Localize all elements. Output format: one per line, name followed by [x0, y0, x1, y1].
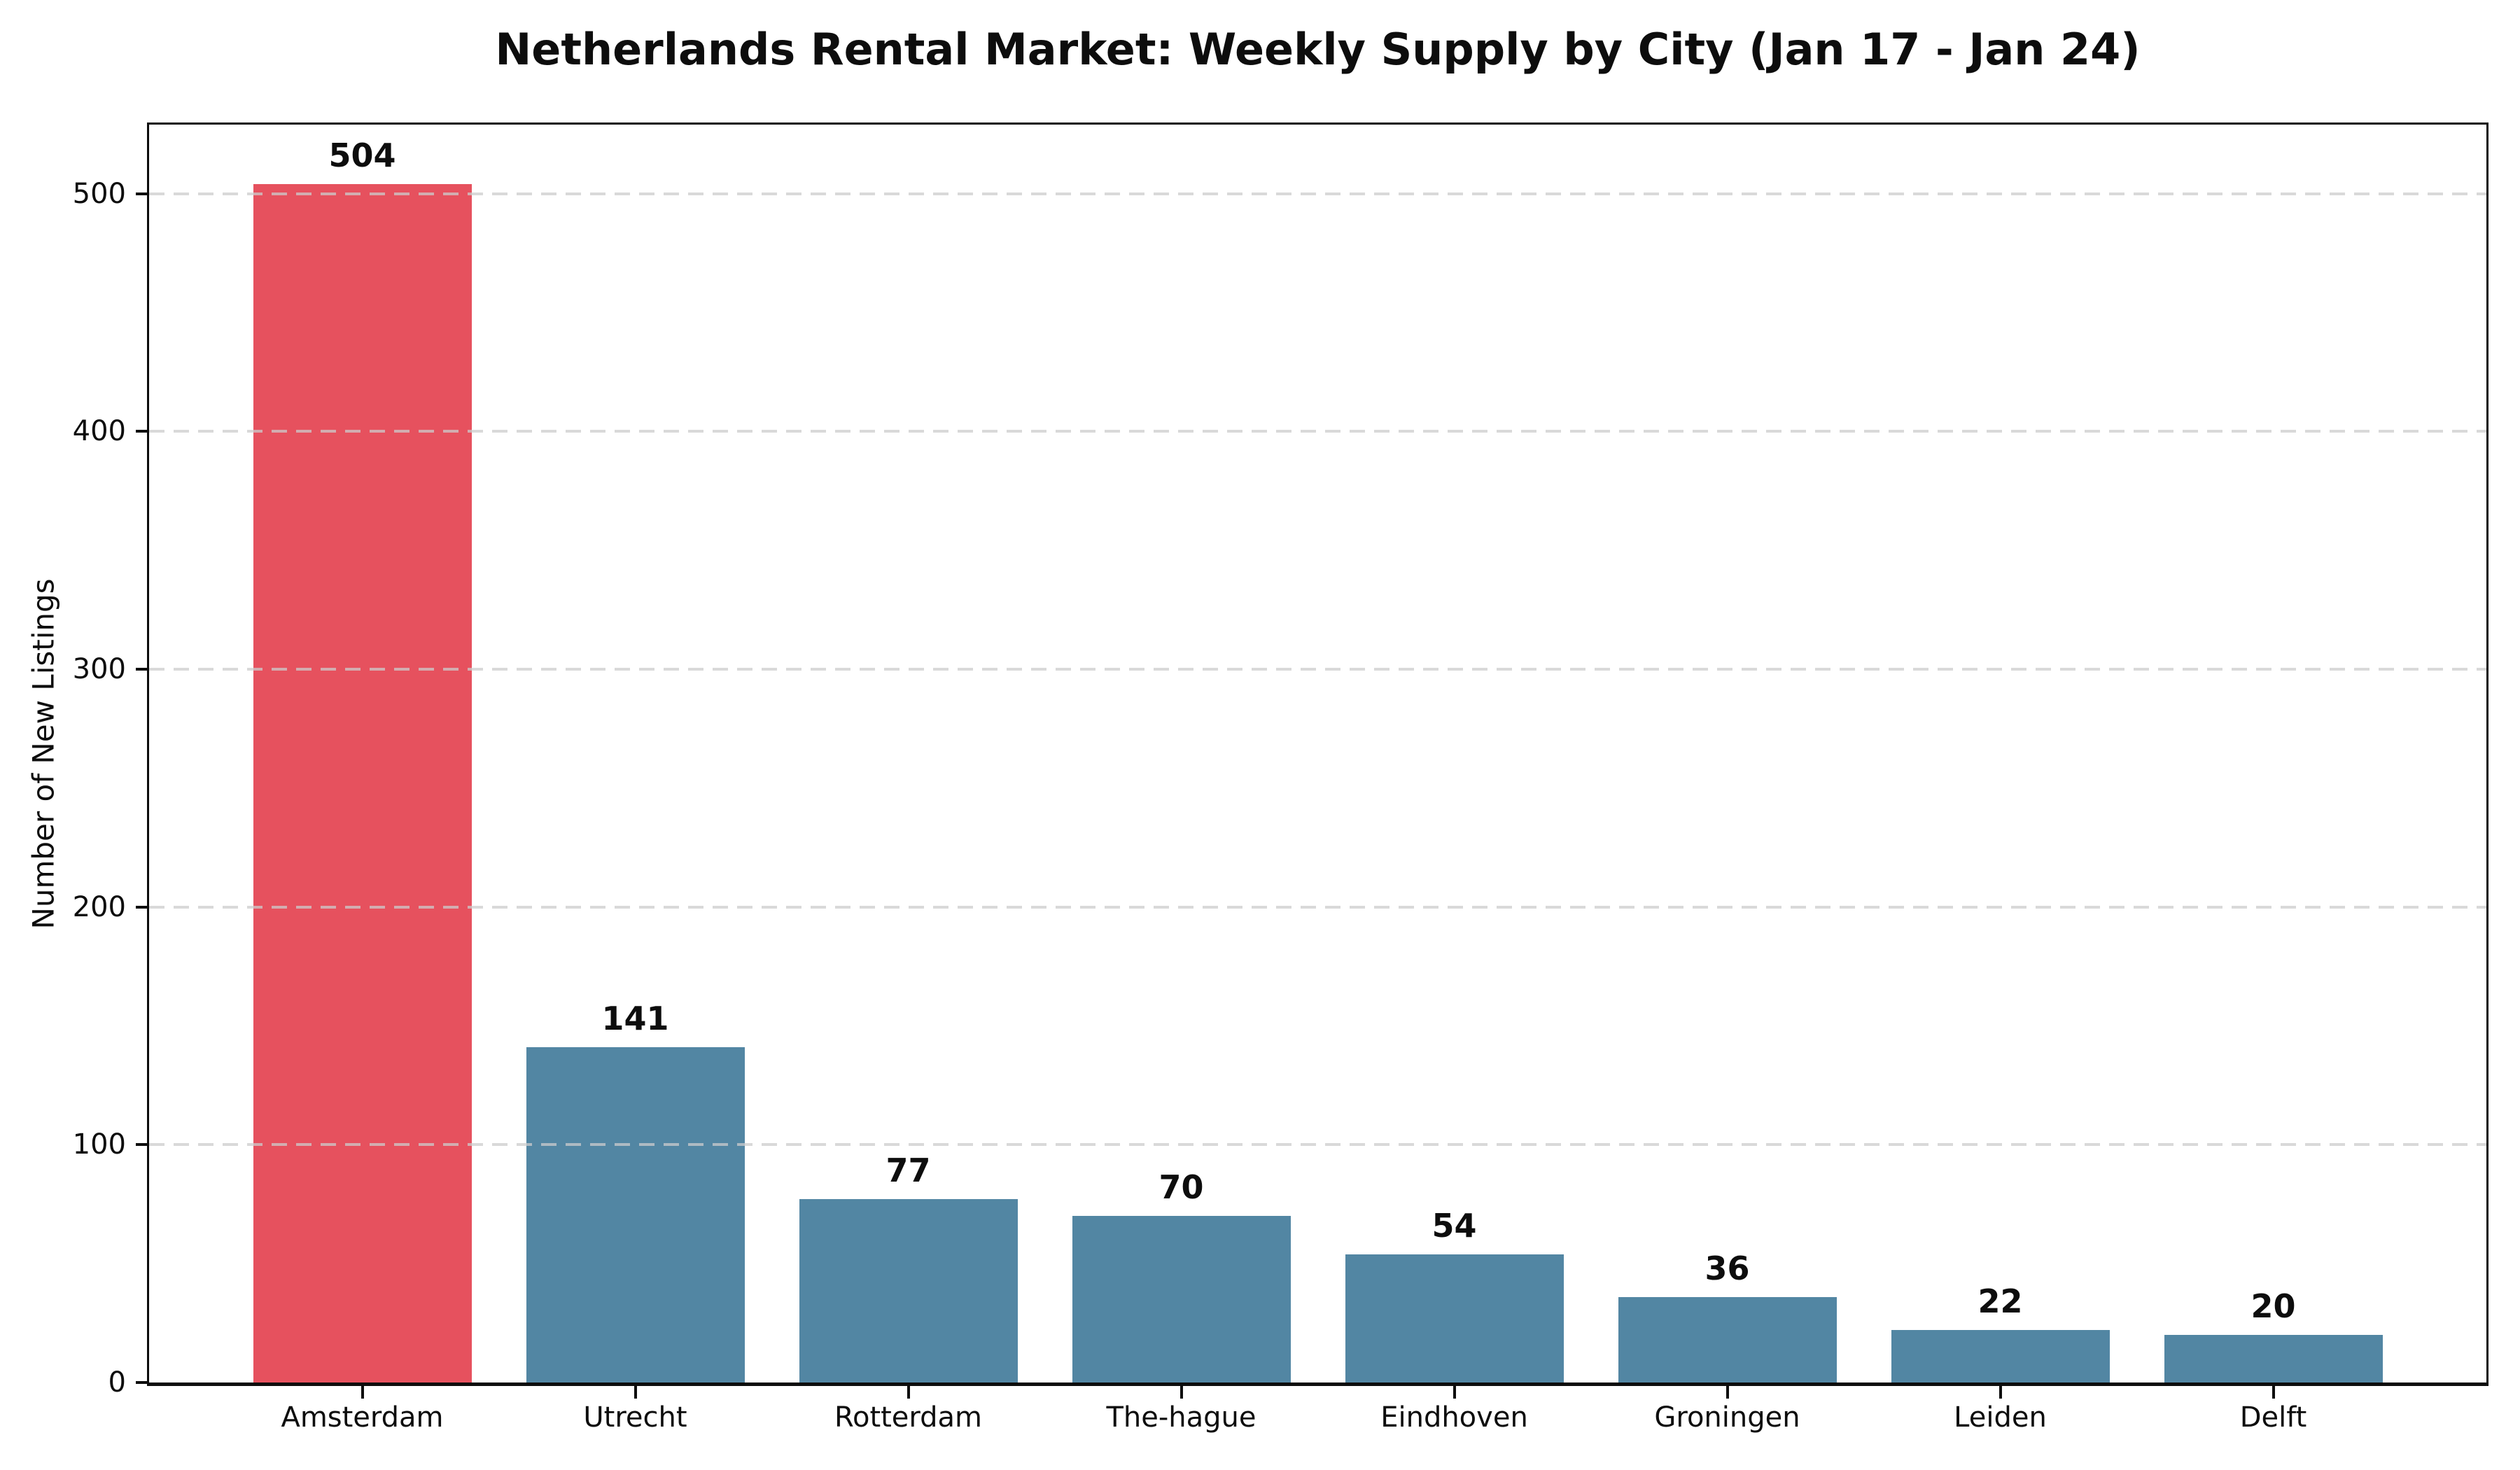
bar-value-delft: 20: [2250, 1287, 2296, 1326]
y-tick-mark-500: [136, 192, 147, 195]
x-tick-label-the-hague: The-hague: [1106, 1401, 1256, 1434]
bar-the-hague: [1072, 1216, 1291, 1382]
x-tick-mark-the-hague: [1180, 1386, 1183, 1399]
x-tick-mark-utrecht: [634, 1386, 637, 1399]
x-tick-label-utrecht: Utrecht: [583, 1401, 687, 1434]
gridline-y-300: [149, 667, 2486, 671]
gridline-y-500: [149, 192, 2486, 195]
x-tick-label-rotterdam: Rotterdam: [834, 1401, 983, 1434]
x-tick-mark-groningen: [1726, 1386, 1729, 1399]
bar-utrecht: [526, 1047, 745, 1382]
x-tick-mark-rotterdam: [906, 1386, 910, 1399]
bar-groningen: [1618, 1296, 1837, 1382]
x-tick-mark-leiden: [1998, 1386, 2002, 1399]
y-tick-label-200: 200: [72, 890, 126, 923]
bar-value-amsterdam: 504: [328, 136, 396, 174]
y-tick-label-300: 300: [72, 652, 126, 685]
bar-value-groningen: 36: [1704, 1249, 1750, 1287]
y-tick-label-500: 500: [72, 177, 126, 210]
bar-amsterdam: [253, 183, 472, 1382]
gridline-y-100: [149, 1143, 2486, 1147]
bar-value-leiden: 22: [1977, 1282, 2023, 1321]
bar-delft: [2164, 1335, 2383, 1382]
plot-area: 504 141 77 70 54 36 22 20: [147, 122, 2488, 1386]
x-tick-label-groningen: Groningen: [1654, 1401, 1800, 1434]
y-tick-mark-0: [136, 1381, 147, 1384]
y-tick-mark-300: [136, 667, 147, 671]
x-tick-label-eindhoven: Eindhoven: [1380, 1401, 1528, 1434]
y-tick-label-400: 400: [72, 415, 126, 448]
bar-value-rotterdam: 77: [886, 1152, 931, 1190]
y-tick-label-0: 0: [108, 1366, 126, 1399]
gridline-y-400: [149, 430, 2486, 433]
bar-value-the-hague: 70: [1158, 1168, 1204, 1207]
x-tick-label-delft: Delft: [2239, 1401, 2307, 1434]
y-tick-mark-200: [136, 905, 147, 909]
bar-leiden: [1891, 1330, 2110, 1382]
y-tick-mark-100: [136, 1143, 147, 1147]
x-tick-mark-eindhoven: [1452, 1386, 1456, 1399]
x-tick-mark-delft: [2272, 1386, 2275, 1399]
x-tick-label-amsterdam: Amsterdam: [281, 1401, 444, 1434]
bar-rotterdam: [799, 1199, 1018, 1382]
x-tick-mark-amsterdam: [360, 1386, 364, 1399]
x-tick-label-leiden: Leiden: [1954, 1401, 2047, 1434]
y-tick-label-100: 100: [72, 1128, 126, 1161]
bar-eindhoven: [1345, 1254, 1564, 1382]
y-tick-mark-400: [136, 430, 147, 433]
bar-value-eindhoven: 54: [1432, 1206, 1477, 1245]
chart-title: Netherlands Rental Market: Weekly Supply…: [495, 24, 2141, 75]
bar-value-utrecht: 141: [601, 1000, 669, 1038]
y-axis-label: Number of New Listings: [26, 578, 61, 930]
gridline-y-200: [149, 905, 2486, 909]
